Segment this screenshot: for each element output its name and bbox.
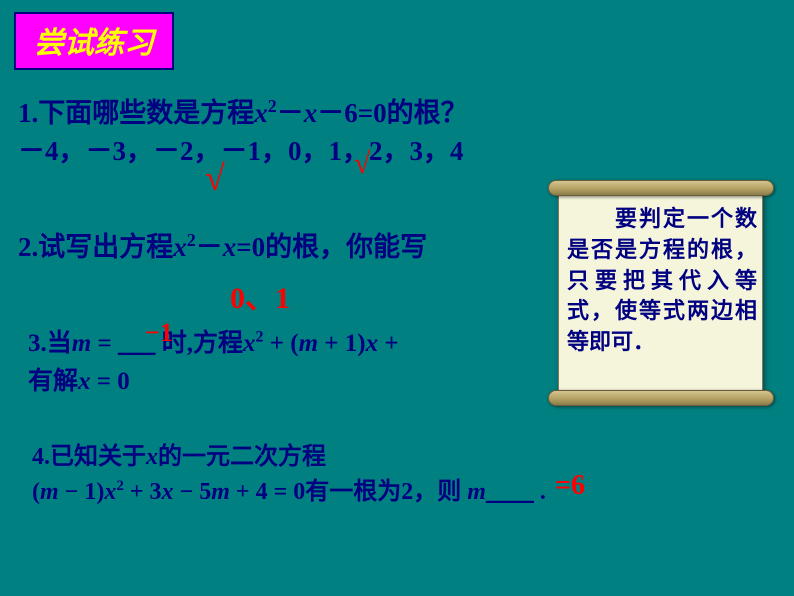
scroll-bar-bottom — [548, 390, 774, 406]
q2-text-f: =0的根，你能写 — [236, 232, 427, 262]
q1-text-f: －6=0的根？ — [317, 98, 467, 128]
scroll-bar-top — [548, 180, 774, 196]
q4-l2m: . — [534, 479, 546, 505]
q2-minus: － — [196, 232, 223, 262]
q3-var-x3: x — [78, 368, 91, 395]
q1-text-a: 1.下面哪些数是方程 — [18, 98, 254, 128]
q3-text-g: + ( — [263, 330, 298, 357]
question-2: 2.试写出方程x2－x=0的根，你能写 — [18, 225, 427, 264]
q1-var-x1: x — [254, 98, 268, 128]
q1-var-x2: x — [304, 98, 318, 128]
scroll-note: 要判定一个数是否是方程的根，只要把其代入等式，使等式两边相等即可． — [552, 180, 772, 408]
answer-3: −1 — [145, 318, 173, 348]
q4-var-m2: m — [211, 479, 230, 505]
q4-var-x1: x — [104, 479, 116, 505]
q4-l2h: − 5 — [174, 479, 212, 505]
q3-eq: = — [91, 330, 118, 357]
q3-var-x2: x — [366, 330, 379, 357]
q3-var-m1: m — [72, 330, 91, 357]
q4-text-a: 4.已知关于 — [32, 444, 146, 470]
q4-text-c: 的一元二次方程 — [158, 444, 326, 470]
q4-var-m1: m — [40, 479, 59, 505]
question-3: 3.当m = ___ 时,方程x2 + (m + 1)x + 有解x = 0 — [28, 325, 399, 400]
q2-var-x1: x — [173, 232, 187, 262]
q4-var-x0: x — [146, 444, 158, 470]
answer-2: 0、1 — [230, 273, 290, 317]
q2-var-x2: x — [223, 232, 237, 262]
q3-text-i: + 1) — [318, 330, 366, 357]
q4-l2j: + 4 = 0有一根为2，则 — [230, 479, 461, 505]
q4-l2a: ( — [32, 479, 40, 505]
q3-var-x1: x — [243, 330, 256, 357]
q4-l2c: − 1) — [59, 479, 105, 505]
title-text: 尝试练习 — [34, 27, 154, 60]
q1-minus1: － — [277, 98, 304, 128]
q3-var-m2: m — [299, 330, 318, 357]
answer-4: =6 — [555, 470, 585, 502]
checkmark-1: √ — [205, 157, 225, 199]
title-box: 尝试练习 — [14, 12, 174, 70]
q4-exp: 2 — [116, 478, 124, 494]
question-4: 4.已知关于x的一元二次方程 (m − 1)x2 + 3x − 5m + 4 =… — [32, 440, 546, 510]
q4-var-m3: m — [461, 479, 486, 505]
q2-exp: 2 — [187, 230, 196, 250]
q1-line2: －4，－3，－2，－1，0，1，2，3，4 — [18, 136, 464, 166]
q4-blank: ____ — [486, 479, 534, 505]
q3-line2a: 有解 — [28, 368, 78, 395]
q4-l2f: + 3 — [124, 479, 162, 505]
q1-exp: 2 — [268, 96, 277, 116]
q2-text-a: 2.试写出方程 — [18, 232, 173, 262]
q3-line2c: = 0 — [91, 368, 130, 395]
q3-text-a: 3.当 — [28, 330, 72, 357]
q4-var-x2: x — [162, 479, 174, 505]
checkmark-2: √ — [354, 147, 370, 181]
scroll-text: 要判定一个数是否是方程的根，只要把其代入等式，使等式两边相等即可． — [567, 204, 757, 358]
q3-text-k: + — [378, 330, 399, 357]
question-1: 1.下面哪些数是方程x2－x－6=0的根？ －4，－3，－2，－1，0，1，2，… — [18, 94, 468, 171]
